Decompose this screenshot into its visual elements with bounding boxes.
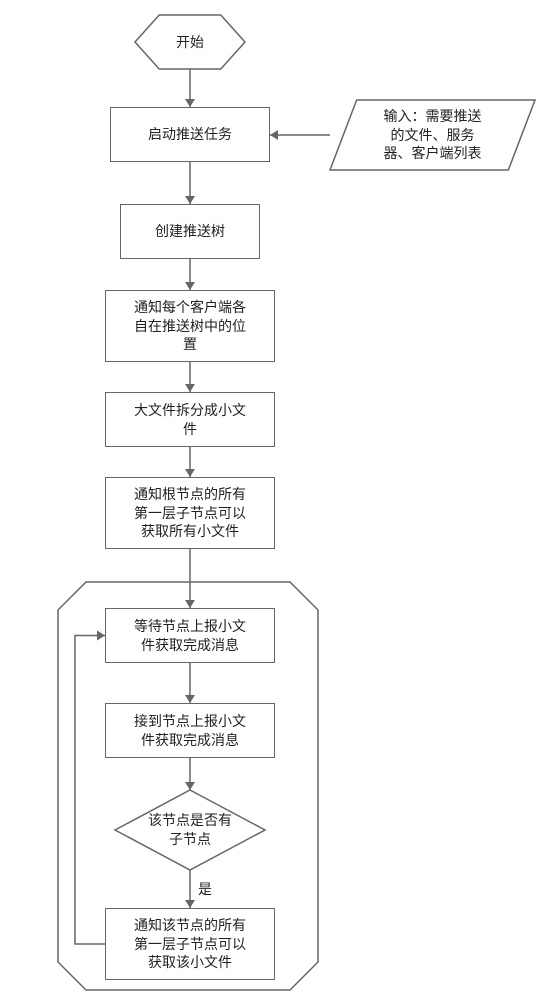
edge-label-n8-n9: 是	[198, 881, 212, 897]
flowchart-canvas: 开始启动推送任务输入：需要推送的文件、服务器、客户端列表创建推送树通知每个客户端…	[10, 10, 542, 990]
edges-layer: 是	[10, 10, 542, 990]
